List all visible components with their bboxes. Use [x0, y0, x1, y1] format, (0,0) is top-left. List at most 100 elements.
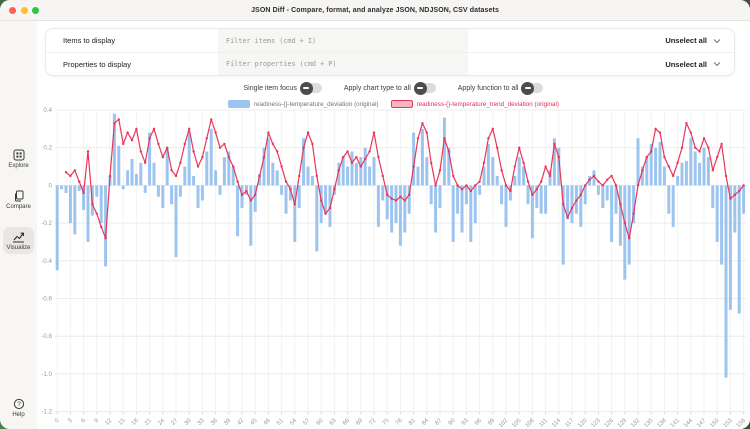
toggle-switch[interactable]: [299, 81, 322, 95]
legend-label: readiness-{}-temperature_trend_deviation…: [416, 100, 560, 108]
svg-text:156: 156: [736, 417, 748, 429]
help-icon: ?: [13, 398, 24, 410]
svg-text:114: 114: [551, 417, 562, 428]
minimize-window-button[interactable]: [20, 7, 28, 14]
sidebar-item-label: Help: [12, 412, 25, 418]
svg-text:30: 30: [184, 417, 193, 426]
svg-text:93: 93: [461, 417, 470, 426]
svg-text:84: 84: [421, 417, 430, 426]
legend-item-trend-deviation[interactable]: readiness-{}-temperature_trend_deviation…: [390, 100, 560, 108]
apply-function-toggle[interactable]: Apply function to all: [457, 81, 544, 95]
svg-text:-1.2: -1.2: [41, 409, 52, 416]
svg-text:63: 63: [329, 417, 338, 426]
svg-text:-1.0: -1.0: [41, 371, 52, 378]
svg-text:21: 21: [144, 417, 153, 426]
window-title: JSON Diff - Compare, format, and analyze…: [251, 6, 499, 14]
svg-text:96: 96: [474, 417, 483, 426]
svg-text:102: 102: [498, 417, 510, 429]
sidebar-item-label: Visualize: [6, 245, 31, 251]
documents-icon: [14, 190, 23, 202]
chevron-down-icon[interactable]: [713, 38, 721, 44]
svg-text:18: 18: [131, 417, 140, 426]
items-filter-action: Unselect all: [468, 29, 734, 52]
svg-text:39: 39: [223, 417, 232, 426]
svg-text:57: 57: [302, 417, 311, 426]
svg-text:126: 126: [604, 417, 616, 429]
properties-filter-action: Unselect all: [468, 53, 734, 75]
svg-text:15: 15: [118, 417, 127, 426]
svg-text:87: 87: [434, 417, 443, 426]
toggle-label: Apply function to all: [457, 84, 519, 92]
zoom-window-button[interactable]: [32, 7, 39, 14]
svg-text:150: 150: [709, 417, 721, 429]
svg-text:51: 51: [276, 417, 285, 426]
toggle-label: Single item focus: [243, 84, 297, 92]
filter-panel: Items to display Unselect all Properties…: [45, 28, 735, 76]
sidebar-item-visualize[interactable]: Visualize: [3, 227, 34, 254]
unselect-all-properties-button[interactable]: Unselect all: [665, 59, 707, 69]
svg-text:-0.2: -0.2: [41, 220, 52, 227]
svg-text:9: 9: [94, 417, 101, 424]
sidebar: Explore Compare Visualize ? Help: [0, 21, 37, 429]
svg-text:147: 147: [696, 417, 708, 429]
sidebar-item-explore[interactable]: Explore: [3, 145, 34, 172]
svg-text:48: 48: [263, 417, 272, 426]
toggle-knob-minus-icon: [413, 81, 427, 95]
chart-legend: readiness-{}-temperature_deviation (orig…: [37, 98, 750, 110]
svg-text:129: 129: [617, 417, 629, 429]
svg-text:132: 132: [630, 417, 642, 429]
svg-text:60: 60: [316, 417, 325, 426]
svg-text:12: 12: [104, 417, 113, 426]
chart-line-icon: [13, 232, 24, 243]
close-window-button[interactable]: [9, 7, 16, 14]
unselect-all-items-button[interactable]: Unselect all: [665, 36, 707, 45]
chart-toggles-row: Single item focus Apply chart type to al…: [37, 81, 750, 95]
chevron-down-icon[interactable]: [713, 61, 721, 67]
toggle-knob-minus-icon: [299, 81, 313, 95]
svg-text:138: 138: [656, 417, 668, 429]
titlebar: JSON Diff - Compare, format, and analyze…: [0, 0, 750, 21]
legend-item-deviation[interactable]: readiness-{}-temperature_deviation (orig…: [227, 100, 379, 108]
svg-text:90: 90: [448, 417, 457, 426]
properties-filter-label: Properties to display: [63, 59, 131, 69]
svg-text:69: 69: [355, 417, 364, 426]
properties-filter-row: Properties to display Unselect all: [46, 52, 734, 75]
properties-filter-input[interactable]: [218, 60, 468, 68]
items-filter-row: Items to display Unselect all: [46, 29, 734, 52]
svg-text:6: 6: [80, 417, 87, 424]
apply-chart-type-toggle[interactable]: Apply chart type to all: [344, 81, 436, 95]
chart-plot-area: 0 3 6 9 12 15 18 21 24 27 30 33 36 39 42 45 48 51 54 57 60 63…: [41, 107, 748, 429]
grid-icon: [13, 149, 24, 161]
svg-text:123: 123: [590, 417, 602, 429]
toggle-switch[interactable]: [521, 81, 544, 95]
svg-text:108: 108: [524, 417, 536, 429]
traffic-lights: [9, 0, 39, 21]
svg-text:36: 36: [210, 417, 219, 426]
svg-text:0.4: 0.4: [43, 107, 52, 114]
properties-filter-inputwrap: [218, 53, 468, 75]
svg-text:99: 99: [487, 417, 496, 426]
svg-text:117: 117: [564, 417, 575, 428]
items-filter-inputwrap: [218, 29, 468, 52]
legend-label: readiness-{}-temperature_deviation (orig…: [253, 100, 379, 108]
items-filter-input[interactable]: [218, 36, 468, 45]
single-item-focus-toggle[interactable]: Single item focus: [243, 81, 322, 95]
svg-text:27: 27: [170, 417, 179, 426]
svg-text:42: 42: [236, 417, 245, 426]
svg-text:24: 24: [157, 417, 166, 426]
sidebar-item-help[interactable]: ? Help: [3, 394, 34, 421]
svg-text:33: 33: [197, 417, 206, 426]
svg-text:72: 72: [368, 417, 377, 426]
svg-text:141: 141: [670, 417, 682, 429]
toggle-switch[interactable]: [413, 81, 436, 95]
svg-text:45: 45: [250, 417, 259, 426]
svg-text:81: 81: [408, 417, 417, 426]
sidebar-item-compare[interactable]: Compare: [3, 186, 34, 213]
svg-text:-0.4: -0.4: [41, 258, 52, 265]
svg-text:144: 144: [683, 417, 695, 429]
sidebar-item-label: Compare: [6, 204, 31, 210]
svg-text:75: 75: [382, 417, 391, 426]
svg-text:111: 111: [538, 417, 549, 428]
svg-text:78: 78: [395, 417, 404, 426]
